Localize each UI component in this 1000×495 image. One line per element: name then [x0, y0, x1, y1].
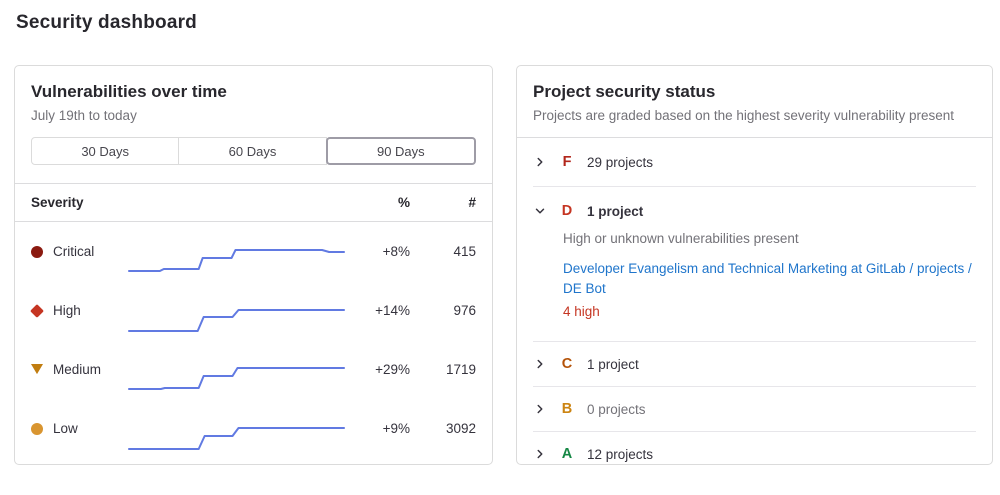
- grade-count-label: 29 projects: [587, 154, 654, 170]
- severity-label: Low: [53, 421, 78, 436]
- range-button-60-days[interactable]: 60 Days: [178, 137, 327, 165]
- sparkline-low: [127, 415, 346, 455]
- grade-count-label: 1 project: [587, 203, 644, 219]
- vulnerability-count-value: 415: [453, 244, 476, 259]
- grade-d-details: High or unknown vulnerabilities present …: [517, 227, 992, 341]
- vulnerability-summary: 4 high: [563, 304, 600, 319]
- grade-row-b[interactable]: B 0 projects: [517, 387, 992, 431]
- percent-change-value: +8%: [382, 244, 410, 259]
- grade-row-d[interactable]: D 1 project: [517, 187, 992, 227]
- severity-cell: Low: [31, 421, 127, 436]
- grade-row-a[interactable]: A 12 projects: [517, 432, 992, 464]
- severity-label: High: [53, 303, 81, 318]
- critical-severity-icon: [31, 245, 43, 258]
- vulnerability-count-value: 1719: [445, 362, 476, 377]
- status-panel-title: Project security status: [533, 82, 716, 101]
- vulnerabilities-over-time-panel: Vulnerabilities over time July 19th to t…: [14, 65, 493, 465]
- sparkline-medium: [127, 356, 346, 396]
- vulnerability-count-value: 976: [453, 303, 476, 318]
- table-row-high: High +14% 976: [15, 281, 492, 340]
- grade-letter-b: B: [561, 401, 573, 417]
- grade-row-f[interactable]: F 29 projects: [517, 138, 992, 186]
- vulnerabilities-panel-header: Vulnerabilities over time July 19th to t…: [15, 66, 492, 123]
- high-severity-icon: [30, 303, 44, 318]
- severity-cell: Critical: [31, 244, 127, 259]
- dashboard-panels: Vulnerabilities over time July 19th to t…: [14, 65, 993, 465]
- chevron-right-icon: [533, 155, 547, 169]
- percent-change-value: +14%: [375, 303, 410, 318]
- chevron-right-icon: [533, 447, 547, 461]
- medium-severity-icon: [31, 364, 43, 375]
- divider: [533, 186, 976, 187]
- severity-column-header: Severity: [31, 195, 84, 210]
- status-panel-subtitle: Projects are graded based on the highest…: [533, 108, 954, 123]
- project-security-status-panel: Project security status Projects are gra…: [516, 65, 993, 465]
- sparkline-critical: [127, 238, 346, 278]
- divider: [533, 341, 976, 342]
- grade-letter-d: D: [561, 203, 573, 219]
- low-severity-icon: [31, 422, 43, 435]
- grade-letter-a: A: [561, 446, 573, 462]
- severity-cell: Medium: [31, 362, 127, 377]
- count-column-header: #: [468, 195, 476, 210]
- divider: [533, 431, 976, 432]
- range-button-90-days[interactable]: 90 Days: [325, 137, 476, 165]
- percent-column-header: %: [397, 195, 410, 210]
- page-title: Security dashboard: [16, 12, 197, 33]
- vulnerabilities-panel-title: Vulnerabilities over time: [31, 82, 227, 101]
- table-row-critical: Critical +8% 415: [15, 222, 492, 281]
- chevron-down-icon: [533, 204, 547, 218]
- date-range-button-group: 30 Days 60 Days 90 Days: [31, 137, 476, 165]
- status-panel-header: Project security status Projects are gra…: [517, 66, 992, 138]
- project-link[interactable]: Developer Evangelism and Technical Marke…: [563, 261, 972, 296]
- grade-count-label: 1 project: [587, 356, 639, 372]
- table-row-low: Low +9% 3092: [15, 399, 492, 458]
- range-button-30-days[interactable]: 30 Days: [31, 137, 180, 165]
- severity-label: Medium: [53, 362, 102, 377]
- percent-change-value: +29%: [375, 362, 410, 377]
- chevron-right-icon: [533, 402, 547, 416]
- grade-count-label: 0 projects: [587, 401, 646, 417]
- sparkline-high: [127, 297, 346, 337]
- grade-description: High or unknown vulnerabilities present: [563, 231, 799, 246]
- grade-count-label: 12 projects: [587, 446, 654, 462]
- divider: [533, 386, 976, 387]
- severity-table-header: Severity % #: [15, 183, 492, 222]
- date-range-label: July 19th to today: [31, 108, 137, 123]
- chevron-right-icon: [533, 357, 547, 371]
- severity-cell: High: [30, 303, 127, 318]
- percent-change-value: +9%: [382, 421, 410, 436]
- severity-table: Severity % # Critical +8% 415 High: [15, 183, 492, 458]
- severity-label: Critical: [53, 244, 95, 259]
- grade-letter-f: F: [562, 154, 572, 170]
- grade-letter-c: C: [561, 356, 573, 372]
- table-row-medium: Medium +29% 1719: [15, 340, 492, 399]
- grade-row-c[interactable]: C 1 project: [517, 342, 992, 386]
- vulnerability-count-value: 3092: [445, 421, 476, 436]
